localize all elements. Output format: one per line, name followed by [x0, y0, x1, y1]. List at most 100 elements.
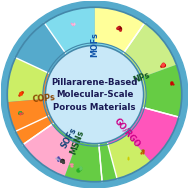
- Point: [60, 159, 64, 162]
- Point: [73, 22, 76, 25]
- Text: MOFs: MOFs: [90, 32, 99, 57]
- Point: [68, 163, 71, 166]
- Point: [18, 110, 21, 113]
- Point: [72, 22, 75, 25]
- Point: [118, 28, 121, 31]
- Point: [55, 157, 58, 160]
- Wedge shape: [23, 124, 77, 177]
- Point: [61, 159, 64, 162]
- Point: [60, 160, 63, 163]
- Point: [162, 64, 165, 67]
- Point: [126, 156, 129, 159]
- Point: [19, 112, 22, 115]
- Point: [20, 112, 23, 115]
- Point: [77, 168, 80, 171]
- Point: [169, 83, 172, 86]
- Text: COPs: COPs: [32, 93, 56, 104]
- Point: [19, 92, 22, 95]
- Wedge shape: [128, 108, 179, 161]
- Point: [56, 159, 59, 162]
- Point: [142, 151, 145, 154]
- Wedge shape: [65, 143, 117, 182]
- Point: [70, 23, 73, 26]
- Point: [19, 111, 22, 114]
- Point: [70, 164, 74, 167]
- Point: [61, 161, 64, 164]
- Point: [18, 112, 21, 115]
- Point: [141, 151, 144, 154]
- Point: [72, 22, 75, 25]
- Point: [72, 22, 75, 25]
- Point: [140, 148, 143, 151]
- Point: [72, 23, 75, 26]
- Point: [161, 63, 164, 66]
- Point: [79, 168, 82, 171]
- Point: [62, 161, 65, 164]
- Point: [118, 26, 121, 29]
- Point: [18, 91, 21, 94]
- Point: [160, 63, 163, 66]
- Wedge shape: [43, 73, 54, 124]
- Point: [19, 92, 22, 95]
- Point: [70, 162, 74, 165]
- Point: [127, 156, 130, 159]
- Point: [18, 110, 21, 113]
- Point: [60, 159, 63, 162]
- Point: [140, 149, 143, 152]
- Point: [19, 93, 22, 96]
- Point: [117, 26, 120, 29]
- Wedge shape: [124, 23, 177, 77]
- Wedge shape: [8, 99, 52, 145]
- Point: [57, 157, 60, 160]
- Point: [79, 166, 82, 169]
- Point: [20, 91, 23, 94]
- Point: [79, 167, 82, 170]
- Point: [70, 23, 73, 26]
- Wedge shape: [94, 7, 145, 52]
- Point: [57, 159, 60, 162]
- Circle shape: [45, 45, 144, 144]
- Point: [19, 111, 22, 114]
- Point: [142, 149, 145, 152]
- Wedge shape: [44, 7, 94, 52]
- Point: [20, 111, 23, 114]
- Point: [160, 64, 163, 67]
- Point: [57, 157, 60, 160]
- Point: [56, 158, 59, 161]
- Wedge shape: [65, 43, 124, 54]
- Point: [18, 112, 21, 115]
- Point: [19, 93, 22, 96]
- Point: [117, 26, 120, 29]
- Point: [170, 82, 173, 85]
- Wedge shape: [48, 115, 99, 146]
- Point: [18, 110, 21, 113]
- Point: [162, 64, 165, 67]
- Point: [70, 163, 73, 166]
- Circle shape: [1, 1, 188, 188]
- Point: [161, 63, 164, 66]
- Point: [142, 150, 145, 153]
- Wedge shape: [51, 139, 102, 182]
- Text: SOFs: SOFs: [60, 126, 79, 150]
- Text: GO/RGO: GO/RGO: [112, 117, 142, 149]
- Point: [62, 159, 65, 162]
- Wedge shape: [15, 116, 69, 170]
- Point: [79, 167, 82, 170]
- Point: [60, 160, 63, 163]
- Point: [141, 149, 144, 152]
- Point: [60, 159, 63, 162]
- Point: [139, 151, 142, 154]
- Point: [116, 26, 119, 29]
- Point: [169, 80, 172, 83]
- Text: Pillararene-Based
Molecular-Scale
Porous Materials: Pillararene-Based Molecular-Scale Porous…: [51, 77, 138, 112]
- Point: [116, 26, 119, 29]
- Point: [118, 27, 121, 30]
- Wedge shape: [143, 65, 182, 117]
- Point: [126, 156, 129, 159]
- Point: [161, 63, 164, 66]
- Text: NPs: NPs: [132, 70, 151, 84]
- Point: [70, 164, 73, 167]
- Point: [161, 63, 164, 66]
- Text: MSNs: MSNs: [69, 128, 86, 155]
- Point: [127, 157, 130, 160]
